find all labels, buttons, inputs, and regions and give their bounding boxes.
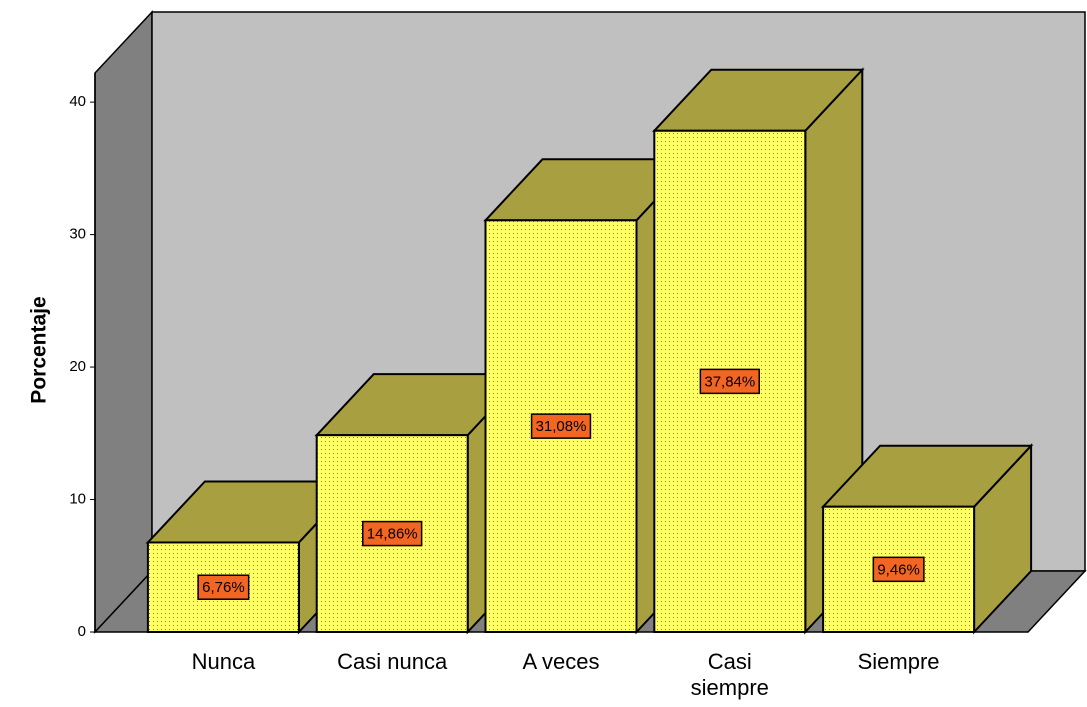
y-tick-label: 20 [69,358,86,375]
x-tick-label: Casi siempre [690,649,769,700]
value-label: 31,08% [536,418,587,435]
value-label-box [362,520,423,547]
x-tick-label: Nunca [191,649,256,674]
value-label-box [699,368,760,395]
value-label-box [530,413,592,439]
y-axis-label: Porcentaje [28,296,51,403]
value-label-box [872,556,925,583]
y-tick-label: 10 [69,491,86,508]
y-tick-label: 30 [69,226,86,243]
value-label: 6,76% [202,579,245,596]
value-label: 14,86% [367,526,418,543]
value-label-box [197,574,250,600]
y-tick-label: 40 [69,93,86,110]
value-label: 9,46% [877,561,920,578]
bar [315,434,469,633]
y-tick-label: 0 [78,623,86,640]
value-label: 37,84% [704,373,755,390]
side-wall [94,10,153,634]
x-tick-label: A veces [522,649,600,674]
x-tick-label: Siempre [857,649,940,674]
x-tick-label: Casi nunca [337,649,448,674]
